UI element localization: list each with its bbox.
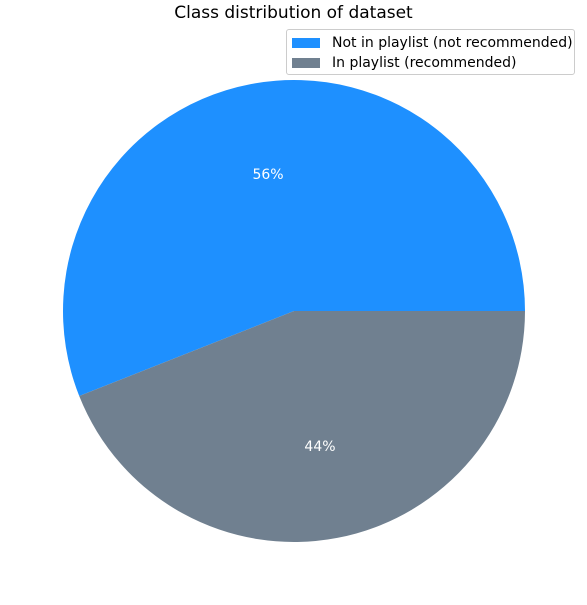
legend-swatch bbox=[292, 58, 320, 68]
legend: Not in playlist (not recommended) In pla… bbox=[286, 29, 575, 75]
legend-label: Not in playlist (not recommended) bbox=[332, 35, 573, 51]
pie-slice bbox=[63, 80, 526, 397]
legend-entry: In playlist (recommended) bbox=[292, 53, 574, 73]
slice-percent-label: 44% bbox=[304, 439, 335, 455]
slice-percent-label: 56% bbox=[252, 167, 283, 183]
legend-entry: Not in playlist (not recommended) bbox=[292, 33, 574, 53]
legend-label: In playlist (recommended) bbox=[332, 55, 517, 71]
pie-slice bbox=[79, 311, 526, 542]
chart-title: Class distribution of dataset bbox=[174, 3, 413, 23]
legend-swatch bbox=[292, 38, 320, 48]
